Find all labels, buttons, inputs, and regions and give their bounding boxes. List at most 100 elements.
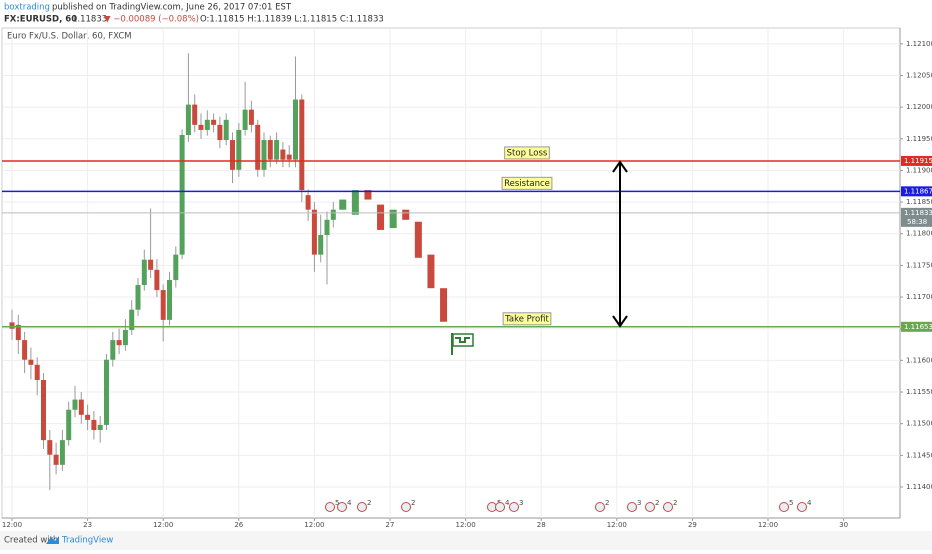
author[interactable]: boxtrading (4, 3, 50, 13)
event-icon (595, 502, 605, 512)
candle-body (204, 119, 210, 130)
event-icon (325, 502, 335, 512)
candle-body (167, 279, 173, 320)
candle-body (122, 329, 128, 346)
candle-body (15, 324, 21, 341)
candle-body (34, 364, 40, 380)
event-label: 2 (605, 499, 609, 507)
event-icon (495, 502, 505, 512)
candle-body (91, 419, 97, 431)
candle-body (223, 119, 229, 141)
level-label-box (501, 176, 553, 190)
y-tick-label: 1.11400 (906, 483, 932, 491)
candle-body (135, 285, 141, 310)
y-tick-label: 1.12100 (906, 40, 932, 48)
level-label: Resistance (504, 179, 550, 189)
candle-body (66, 409, 72, 441)
candle-body (242, 109, 248, 130)
last-price-label: 1.11833 (904, 209, 932, 217)
event-label: 2 (411, 499, 415, 507)
event-label: 5 (335, 499, 339, 507)
y-tick-label: 1.12000 (906, 103, 932, 111)
countdown-label: 58:38 (907, 218, 927, 226)
y-tick-label: 1.11800 (906, 230, 932, 238)
candle-body (179, 134, 185, 255)
level-label: Take Profit (504, 314, 549, 324)
projection-bar (364, 190, 372, 200)
x-tick-label: 30 (839, 521, 848, 529)
flag-icon (451, 333, 474, 355)
candle-body (324, 219, 330, 236)
event-icon (401, 502, 411, 512)
candle-body (248, 109, 254, 125)
candle-body (47, 440, 53, 455)
level-price-label: 1.11915 (904, 157, 932, 165)
event-label: 3 (519, 499, 523, 507)
y-tick-label: 1.11900 (906, 166, 932, 174)
x-tick-label: 12:00 (304, 521, 324, 529)
event-label: 2 (655, 499, 659, 507)
event-label: 3 (637, 499, 641, 507)
candle-body (274, 140, 280, 160)
projection-bar (414, 221, 422, 258)
x-tick-label: 26 (234, 521, 243, 529)
candle-body (192, 104, 198, 125)
event-label: 4 (347, 499, 352, 507)
x-tick-label: 12:00 (456, 521, 476, 529)
y-tick-label: 1.11700 (906, 293, 932, 301)
projection-bar (427, 254, 435, 289)
level-label: Stop Loss (507, 148, 548, 158)
footer-created: Created with (4, 536, 58, 546)
candle-body (236, 129, 242, 170)
footer-bar (0, 531, 932, 550)
candle-body (211, 119, 217, 125)
event-icon (337, 502, 347, 512)
projection-bar (339, 199, 347, 210)
candle-body (28, 359, 34, 365)
x-tick-label: 12:00 (758, 521, 778, 529)
candle-body (217, 124, 223, 141)
candle-body (318, 235, 324, 255)
y-tick-label: 1.11550 (906, 388, 932, 396)
event-icon (779, 502, 789, 512)
footer-brand[interactable]: TradingView (61, 536, 113, 546)
level-label-box (502, 312, 552, 326)
last-price-tag (901, 207, 932, 227)
level-label-box (504, 146, 550, 160)
candle-body (255, 124, 261, 170)
y-tick-label: 1.11950 (906, 135, 932, 143)
y-tick-label: 1.11450 (906, 451, 932, 459)
projection-bar (402, 209, 410, 220)
candle-body (104, 359, 110, 425)
candle-body (72, 399, 78, 410)
event-label: 2 (673, 499, 677, 507)
candle-body (160, 290, 166, 320)
x-tick-label: 12:00 (607, 521, 627, 529)
candle-body (78, 399, 84, 415)
x-tick-label: 28 (537, 521, 546, 529)
candle-body (116, 340, 122, 346)
candle-body (230, 140, 236, 170)
projection-bar (389, 209, 397, 229)
level-tag (901, 155, 932, 166)
candle-body (293, 99, 299, 160)
x-tick-label: 12:00 (153, 521, 173, 529)
event-icon (357, 502, 367, 512)
projection-bar (377, 204, 385, 230)
header-ohlc: O:1.11815 H:1.11839 L:1.11815 C:1.11833 (200, 15, 384, 25)
x-tick-label: 12:00 (2, 521, 22, 529)
target-arrow (612, 160, 628, 328)
candle-body (198, 124, 204, 130)
candle-body (261, 140, 267, 170)
event-icon (509, 502, 519, 512)
projection-bar (440, 288, 448, 322)
candle-body (22, 340, 28, 360)
header-price: 1.11833 (72, 15, 107, 25)
candle-body (311, 209, 317, 255)
y-tick-label: 1.11500 (906, 420, 932, 428)
level-price-label: 1.11653 (904, 323, 932, 331)
level-tag (901, 321, 932, 332)
y-tick-label: 1.11750 (906, 261, 932, 269)
event-label: 5 (789, 499, 793, 507)
